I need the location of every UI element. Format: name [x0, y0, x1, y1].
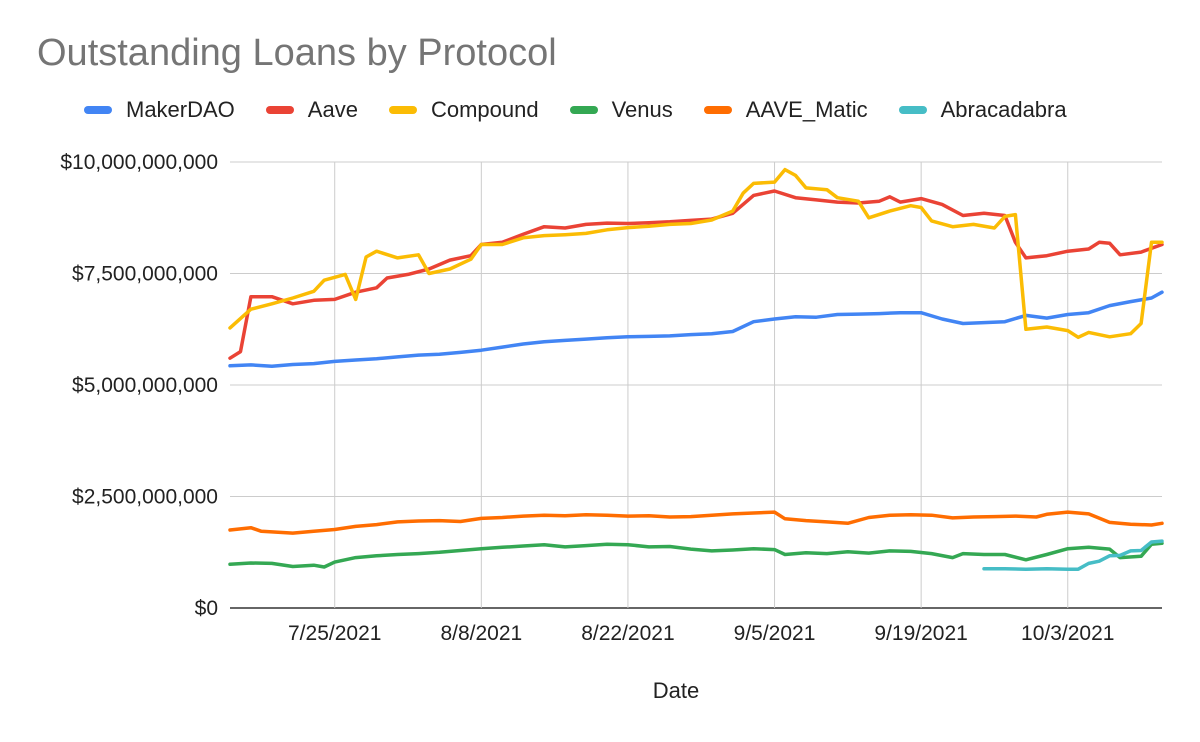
legend-item-compound: Compound: [388, 97, 539, 123]
legend-item-venus: Venus: [569, 97, 673, 123]
x-axis-title: Date: [653, 678, 699, 703]
y-tick-label: $0: [195, 597, 218, 620]
legend-swatch: [84, 106, 112, 114]
legend-label: Abracadabra: [940, 97, 1067, 122]
legend-label: Aave: [307, 97, 358, 122]
legend-swatch: [265, 106, 294, 114]
series-line-makerdao: [228, 290, 1164, 369]
legend-swatch: [569, 106, 598, 114]
y-tick-label: $7,500,000,000: [72, 263, 218, 286]
series-line-abracadabra: [982, 539, 1164, 571]
legend-swatch: [388, 106, 417, 114]
y-tick-label: $2,500,000,000: [72, 486, 218, 509]
legend-swatch: [703, 106, 732, 114]
series-line-aave-matic: [228, 510, 1164, 535]
legend-swatch: [898, 106, 927, 114]
legend-item-makerdao: MakerDAO: [84, 97, 235, 123]
legend-item-aave: Aave: [265, 97, 358, 123]
legend-label: MakerDAO: [126, 97, 235, 122]
x-tick-label: 10/3/2021: [1021, 622, 1114, 645]
chart-title: Outstanding Loans by Protocol: [37, 32, 557, 74]
x-tick-label: 9/19/2021: [874, 622, 967, 645]
legend-item-aave-matic: AAVE_Matic: [703, 97, 868, 123]
legend-label: AAVE_Matic: [745, 97, 868, 122]
x-tick-label: 9/5/2021: [734, 622, 816, 645]
legend: MakerDAO Aave Compound Venus AAVE_Matic Abrac…: [84, 97, 1098, 123]
series-line-compound: [228, 167, 1164, 340]
series-line-venus: [228, 541, 1164, 569]
x-tick-label: 8/8/2021: [440, 622, 522, 645]
legend-item-abracadabra: Abracadabra: [898, 97, 1067, 123]
legend-label: Venus: [611, 97, 673, 122]
y-tick-label: $5,000,000,000: [72, 374, 218, 397]
x-tick-label: 8/22/2021: [581, 622, 674, 645]
legend-label: Compound: [430, 97, 539, 122]
y-tick-label: $10,000,000,000: [60, 151, 218, 174]
x-tick-label: 7/25/2021: [288, 622, 381, 645]
